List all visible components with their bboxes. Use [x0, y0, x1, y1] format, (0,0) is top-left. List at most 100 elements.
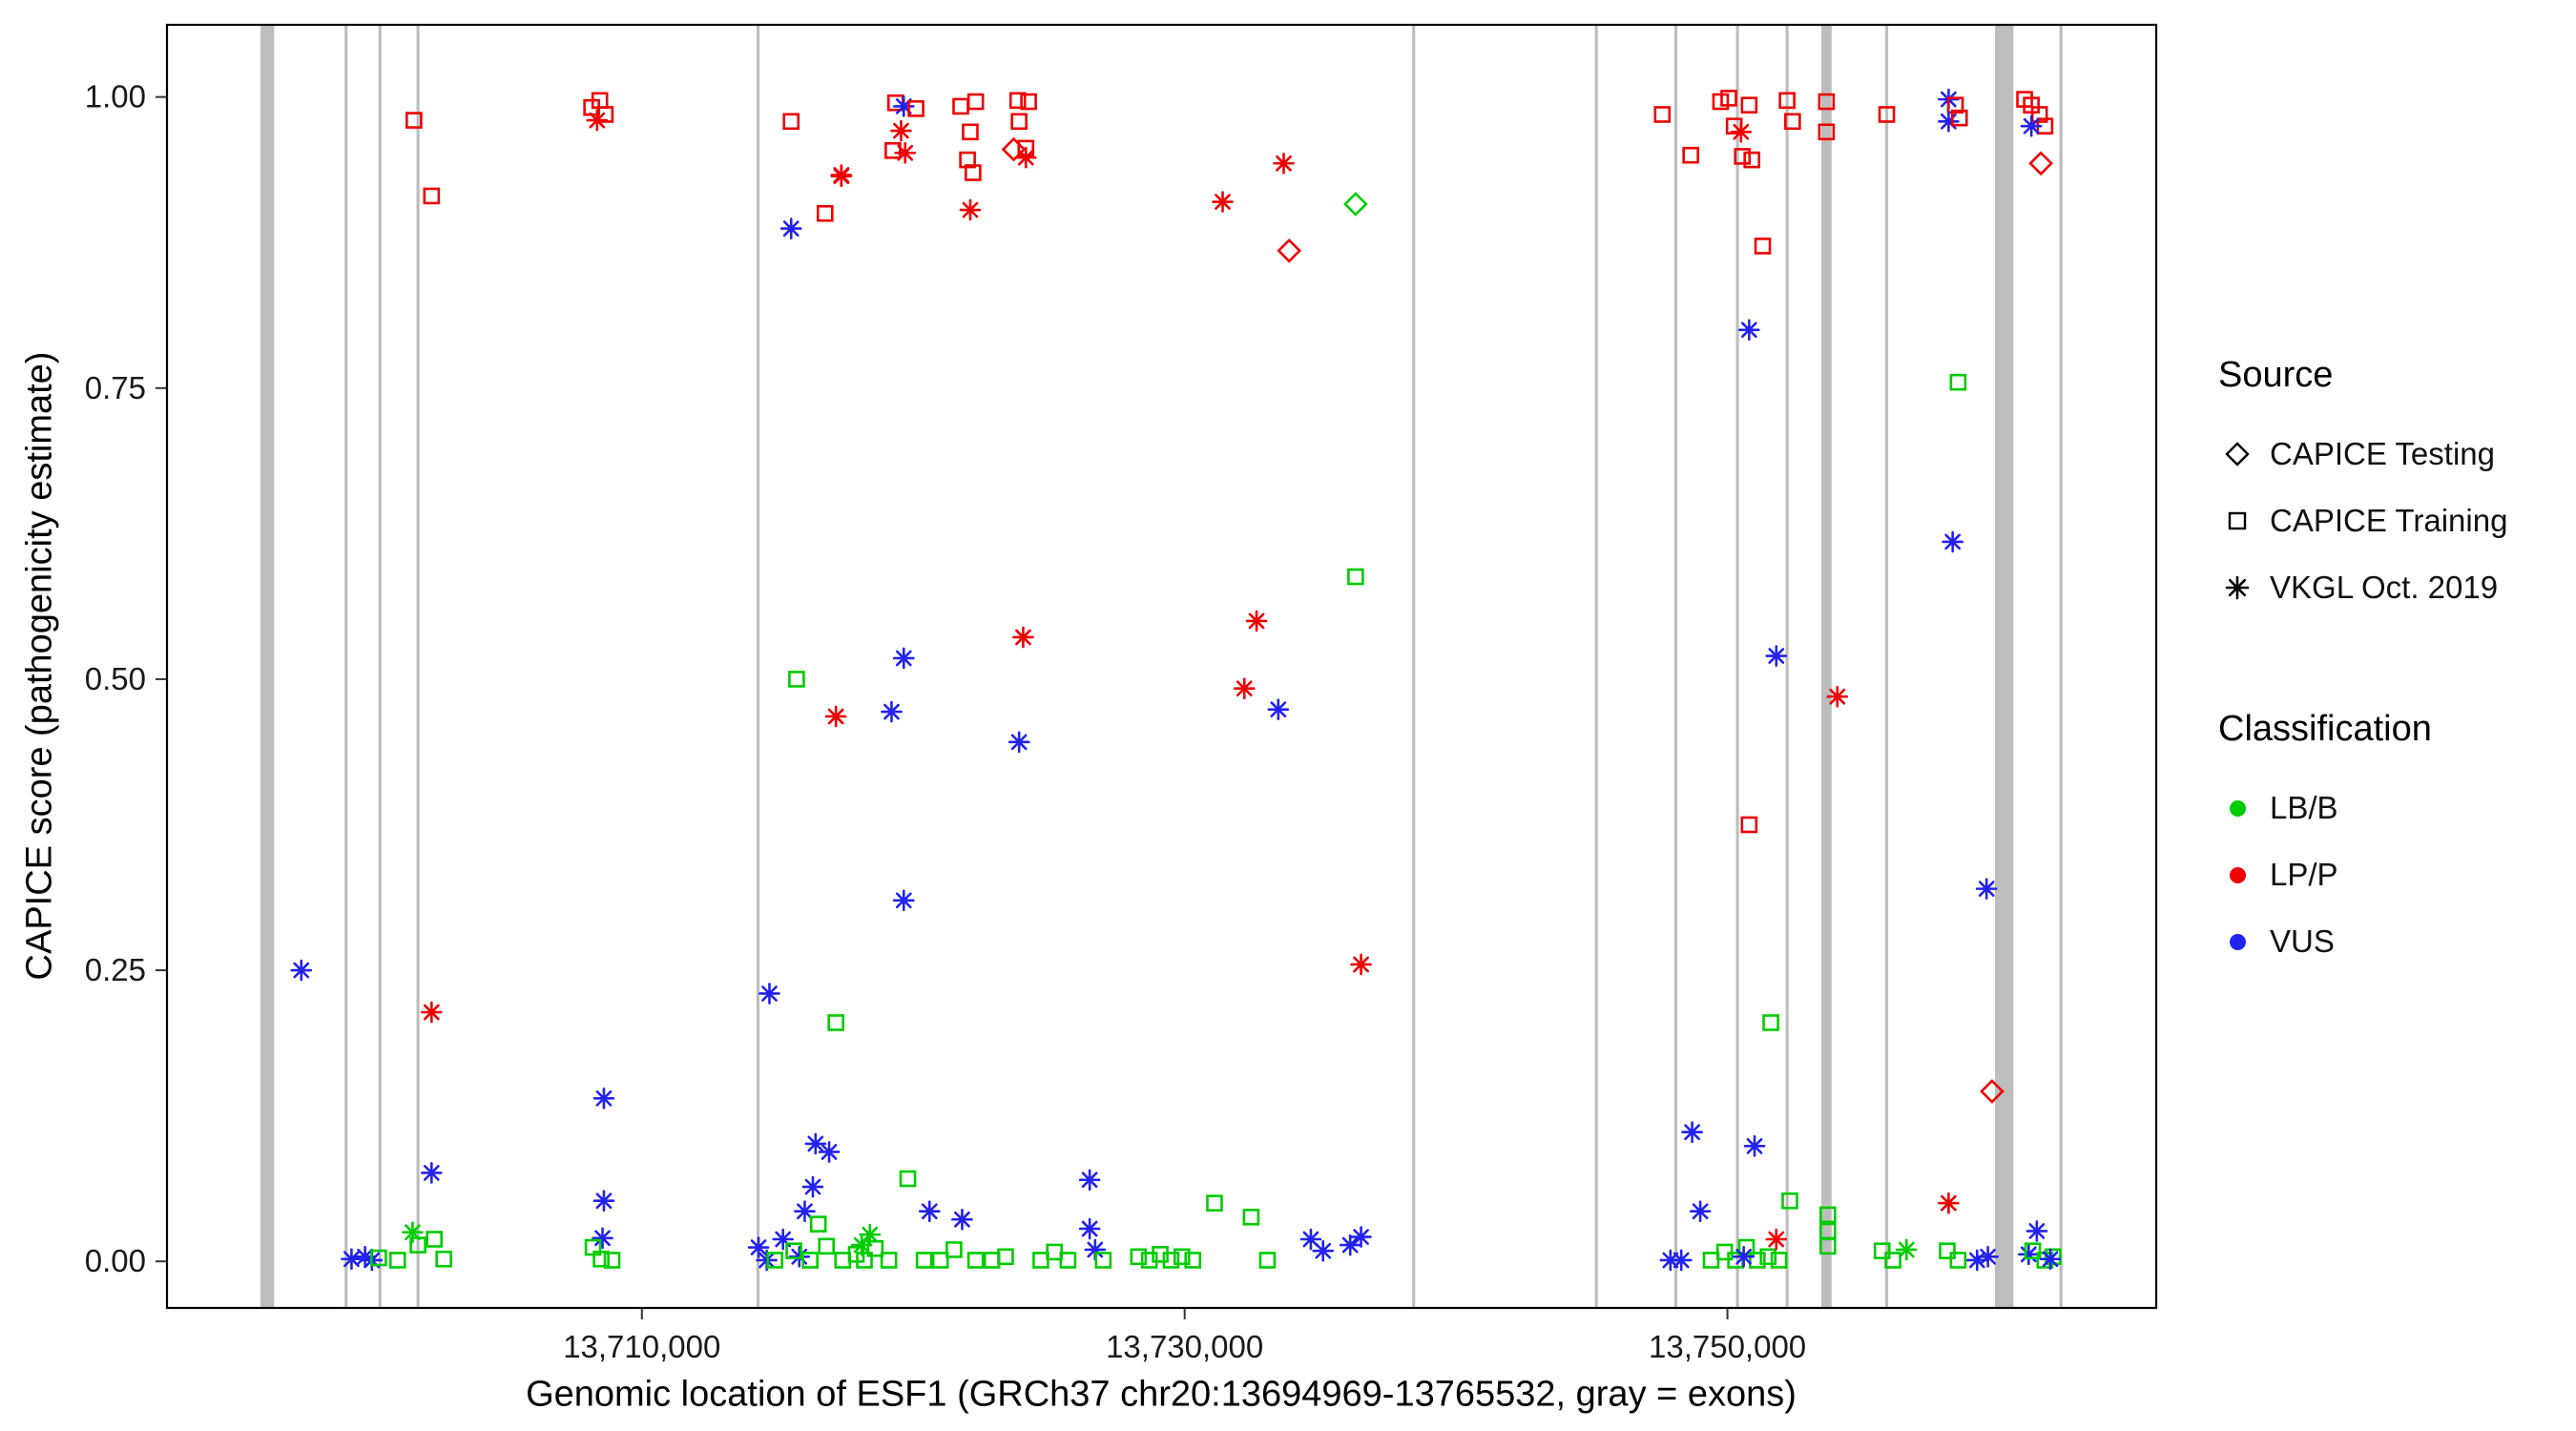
data-point — [1670, 1249, 1693, 1272]
data-point — [1975, 878, 1998, 900]
data-point — [409, 1236, 426, 1254]
asterisk-icon — [2218, 571, 2256, 604]
exon-bar — [378, 25, 382, 1308]
data-point — [290, 959, 313, 982]
x-axis-title: Genomic location of ESF1 (GRCh37 chr20:1… — [526, 1374, 1797, 1415]
diamond-icon — [2218, 438, 2256, 470]
y-axis-title: CAPICE score (pathogenicity estimate) — [19, 351, 60, 981]
legend-classification-title: Classification — [2218, 709, 2432, 749]
data-point — [1765, 645, 1788, 667]
data-point — [1008, 731, 1030, 754]
data-point — [1242, 1209, 1260, 1226]
data-point — [907, 100, 924, 117]
data-point — [1980, 1079, 2005, 1104]
data-point — [1819, 1237, 1837, 1255]
blue-dot-icon — [2218, 925, 2256, 958]
data-point — [1759, 1248, 1777, 1266]
data-point — [1818, 93, 1836, 111]
legend-label: CAPICE Training — [2270, 503, 2508, 538]
data-point — [892, 647, 915, 670]
data-point — [818, 1141, 841, 1163]
data-point — [1059, 1252, 1077, 1269]
data-point — [1350, 953, 1372, 976]
data-point — [1942, 530, 1963, 553]
exon-bar — [1884, 25, 1889, 1308]
data-point — [952, 97, 969, 115]
data-point — [405, 112, 423, 129]
data-point — [788, 671, 805, 688]
data-point — [1681, 1121, 1703, 1144]
exon-bar — [2059, 25, 2063, 1308]
exon-bar — [1820, 25, 1832, 1308]
data-point — [1653, 106, 1672, 123]
legend-item-capice-testing: CAPICE Testing — [2218, 421, 2507, 487]
data-point — [2020, 114, 2043, 137]
data-point — [801, 1252, 819, 1269]
data-point — [388, 1252, 406, 1269]
data-point — [1819, 1206, 1837, 1224]
data-point — [1884, 1252, 1901, 1269]
data-point — [1950, 109, 1968, 127]
data-point — [1743, 151, 1760, 169]
y-tick-label: 0.25 — [85, 952, 146, 987]
data-point — [809, 1215, 827, 1233]
data-point — [1078, 1169, 1101, 1192]
data-point — [1682, 146, 1699, 164]
data-point — [435, 1250, 452, 1268]
data-point — [1343, 192, 1368, 217]
data-point — [965, 164, 982, 181]
data-point — [859, 1223, 882, 1246]
legend-source-title: Source — [2218, 355, 2334, 395]
data-point — [1174, 1248, 1191, 1266]
data-point — [1949, 373, 1967, 391]
data-point — [1001, 136, 1027, 162]
data-point — [1020, 93, 1037, 111]
data-point — [1162, 1252, 1180, 1269]
y-tick-label: 0.75 — [85, 370, 146, 405]
data-point — [592, 1190, 615, 1213]
data-point — [341, 1248, 363, 1271]
data-point — [1014, 146, 1037, 169]
data-point — [1078, 1217, 1101, 1240]
data-point — [915, 1252, 933, 1269]
data-point — [881, 700, 903, 723]
data-point — [1781, 1192, 1798, 1210]
legend: Source CAPICE Testing CAPICE Training — [2218, 355, 2507, 975]
data-point — [1730, 120, 1753, 143]
data-point — [830, 164, 853, 186]
legend-item-lbb: LB/B — [2218, 775, 2507, 841]
data-point — [827, 1014, 844, 1031]
data-point — [959, 198, 982, 221]
data-point — [1878, 106, 1896, 123]
data-point — [1784, 113, 1801, 131]
data-point — [1938, 1192, 1960, 1214]
x-tick-label: 13,710,000 — [563, 1329, 720, 1364]
data-point — [1740, 816, 1758, 834]
data-point — [1233, 677, 1256, 699]
data-point — [794, 1200, 816, 1222]
data-point — [892, 95, 915, 117]
data-point — [1312, 1239, 1335, 1262]
data-point — [816, 204, 834, 222]
square-icon — [2218, 505, 2256, 537]
data-point — [1184, 1252, 1202, 1269]
data-point — [1273, 152, 1295, 175]
x-tick-label: 13,750,000 — [1649, 1329, 1806, 1364]
data-point — [918, 1200, 941, 1222]
data-point — [880, 1252, 898, 1269]
data-point — [1245, 610, 1268, 633]
y-tick-label: 0.50 — [85, 661, 146, 696]
data-point — [766, 1252, 783, 1269]
green-dot-icon — [2218, 792, 2256, 824]
exon-bar — [1412, 25, 1416, 1308]
data-point — [1977, 1245, 1999, 1268]
legend-label: VKGL Oct. 2019 — [2270, 570, 2499, 605]
legend-item-capice-training: CAPICE Training — [2218, 487, 2507, 554]
data-point — [1140, 1252, 1158, 1269]
data-point — [2024, 1242, 2042, 1259]
data-point — [890, 119, 912, 142]
data-point — [1212, 191, 1234, 213]
data-point — [959, 151, 976, 169]
red-dot-icon — [2218, 859, 2256, 891]
